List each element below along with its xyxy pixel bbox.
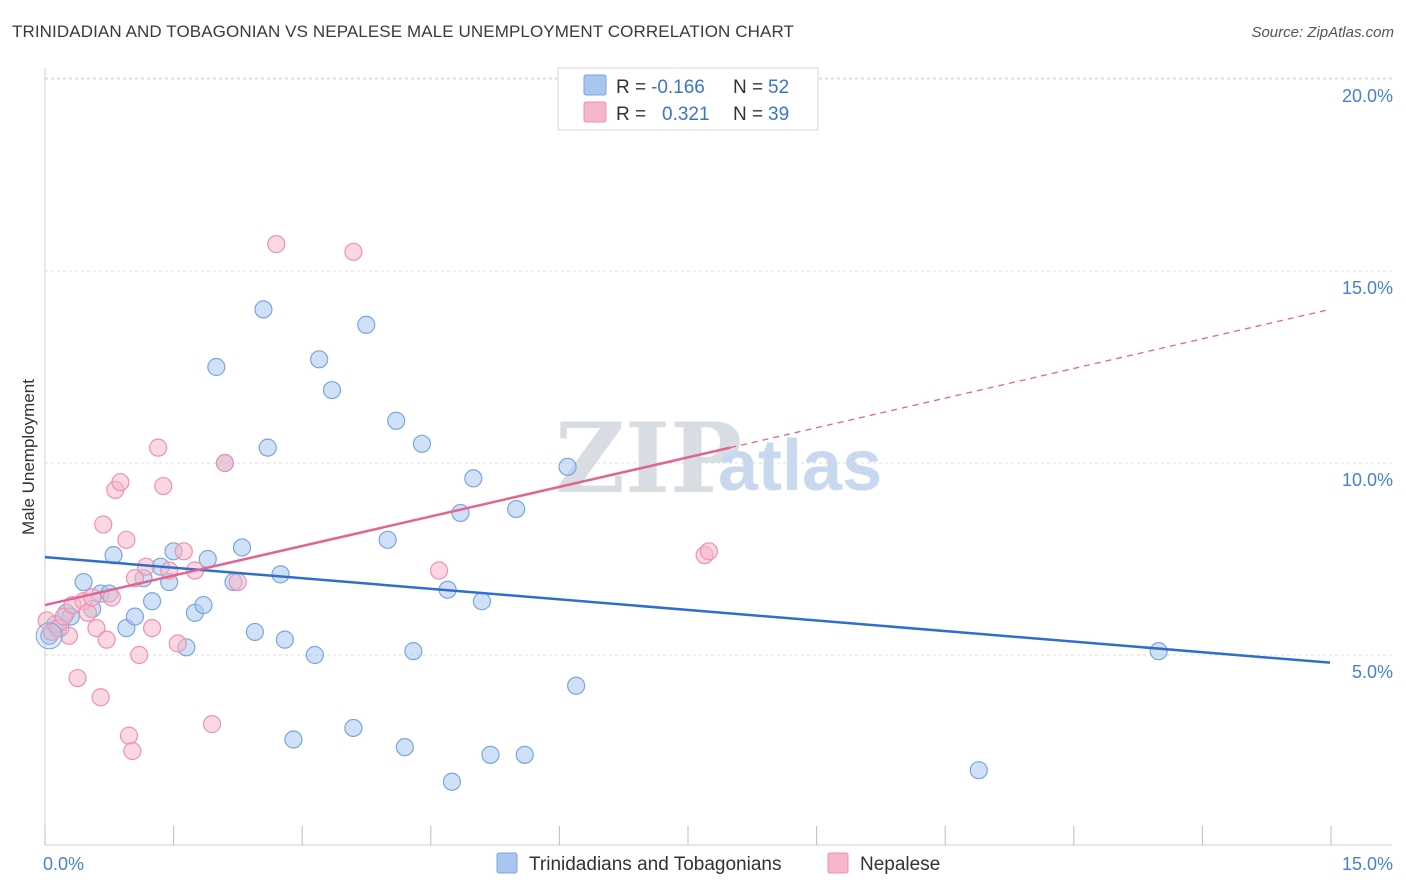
series-1-point-28: [174, 542, 193, 561]
series-0-point-29: [275, 630, 294, 649]
series-0-point-46: [481, 745, 500, 764]
series-0-point-38: [395, 738, 414, 757]
series-1-point-31: [215, 453, 234, 473]
series-1-point-25: [154, 476, 173, 496]
series-0-point-52: [1149, 642, 1168, 661]
series-0-point-27: [258, 438, 277, 457]
series-0-point-25: [245, 622, 264, 642]
series-1-point-21: [130, 645, 149, 665]
series-swatch-nepalese: [827, 852, 849, 874]
series-0-point-37: [387, 411, 406, 430]
watermark-zip: ZIP: [555, 402, 742, 515]
series-1-point-37: [699, 542, 719, 561]
series-0-point-24: [232, 538, 252, 557]
series-0-point-40: [412, 434, 432, 453]
series-1-point-16: [111, 473, 130, 492]
series-0-point-31: [305, 645, 324, 665]
series-swatch-trinidadians: [496, 852, 518, 874]
y-tick-label-0: 5.0%: [1352, 662, 1393, 682]
cluster-point: [35, 622, 63, 650]
series-0-point-5: [74, 572, 93, 592]
series-0-point-42: [442, 772, 462, 791]
series-0-point-33: [322, 380, 342, 400]
legend-n-label-1: N =: [733, 77, 763, 98]
series-1-point-24: [148, 438, 168, 457]
series-1-point-18: [119, 726, 139, 745]
legend-n-value-2: 39: [768, 104, 789, 125]
series-1-point-30: [202, 715, 222, 734]
y-tick-label-3: 20.0%: [1342, 86, 1393, 106]
chart-title: TRINIDADIAN AND TOBAGONIAN VS NEPALESE M…: [12, 22, 795, 41]
series-1-point-6: [68, 668, 87, 688]
series-1-point-23: [142, 619, 162, 638]
legend-r-value-2: 0.321: [662, 104, 710, 125]
points-layer: [35, 235, 1168, 791]
series-0-point-28: [271, 565, 290, 584]
ticks-layer: 5.0% 10.0% 15.0% 20.0% 0.0% 15.0%: [43, 86, 1393, 874]
series-1-point-19: [123, 741, 142, 761]
x-tick-label-0: 0.0%: [43, 854, 84, 874]
series-0-point-50: [567, 676, 586, 695]
y-axis-label: Male Unemployment: [19, 379, 38, 535]
stats-legend: R = -0.166 N = 52 R = 0.321 N = 39: [557, 67, 819, 131]
series-0-point-21: [207, 357, 226, 377]
series-0-point-44: [464, 469, 483, 488]
series-1-point-10: [87, 619, 106, 638]
series-1-point-33: [267, 235, 286, 254]
grid-layer: [45, 77, 1392, 656]
legend-n-label-2: N =: [733, 104, 763, 125]
series-1-trendline: [44, 446, 731, 607]
series-0-point-51: [969, 761, 988, 780]
series-1-point-17: [117, 530, 136, 549]
series-1-point-9: [83, 588, 102, 607]
legend-r-value-1: -0.166: [651, 77, 705, 98]
series-1-point-12: [94, 515, 113, 534]
series-0-point-32: [310, 350, 329, 369]
series-0-point-47: [507, 499, 526, 519]
series-0-point-49: [558, 457, 577, 476]
series-label-nepalese: Nepalese: [860, 854, 940, 875]
series-label-trinidadians: Trinidadians and Tobagonians: [529, 854, 781, 875]
series-0-point-19: [194, 595, 213, 615]
series-0-point-30: [284, 730, 303, 749]
series-1-point-27: [168, 634, 187, 653]
source-label: Source: ZipAtlas.com: [1251, 24, 1394, 41]
watermark-atlas: atlas: [718, 426, 882, 506]
axes-layer: [44, 68, 1392, 846]
legend-n-value-1: 52: [768, 77, 789, 98]
trend-layer: [44, 308, 1331, 664]
series-1-point-32: [228, 572, 247, 592]
watermark: ZIP atlas: [555, 402, 882, 515]
series-0-point-43: [451, 503, 470, 523]
x-tick-label-1: 15.0%: [1342, 854, 1393, 874]
y-tick-label-2: 15.0%: [1342, 278, 1393, 298]
series-1-point-13: [97, 630, 116, 649]
series-0-trendline: [44, 555, 1331, 664]
series-1-point-8: [78, 603, 97, 622]
y-tick-label-1: 10.0%: [1342, 470, 1393, 490]
series-1-point-34: [344, 242, 363, 261]
series-0-point-39: [404, 642, 423, 661]
legend-swatch-blue: [583, 74, 607, 96]
legend-swatch-pink: [583, 101, 607, 123]
series-0-point-36: [378, 530, 397, 549]
series-0-point-35: [357, 315, 376, 334]
series-0-point-34: [344, 718, 363, 738]
legend-r-label-2: R =: [616, 104, 646, 125]
legend-r-label-1: R =: [616, 77, 646, 98]
series-legend: Trinidadians and Tobagonians Nepalese: [496, 852, 940, 875]
series-1-point-35: [429, 561, 449, 580]
series-1-point-11: [91, 688, 110, 707]
series-0-point-11: [125, 607, 145, 626]
series-0-point-48: [515, 745, 534, 764]
series-1-trendline-extension: [730, 308, 1331, 449]
series-1-point-4: [59, 626, 79, 645]
series-0-point-45: [472, 592, 491, 611]
series-0-point-26: [254, 300, 273, 319]
series-0-point-13: [142, 592, 162, 611]
